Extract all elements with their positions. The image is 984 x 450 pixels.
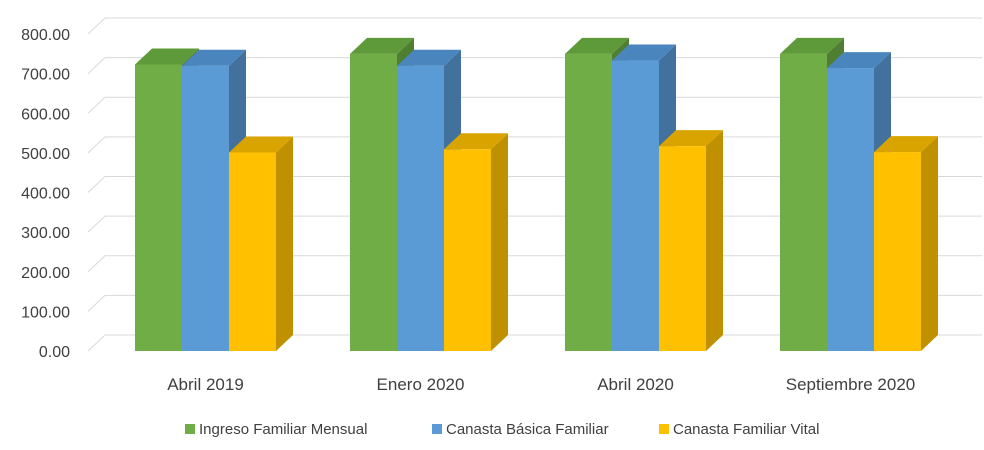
y-tick-label: 600.00 <box>21 106 70 123</box>
gridline <box>87 17 982 35</box>
legend-swatch <box>432 424 442 434</box>
bar <box>659 130 723 351</box>
y-tick-label: 500.00 <box>21 146 70 163</box>
bar-front <box>397 65 444 351</box>
bar-front <box>827 68 874 351</box>
bar-top <box>565 37 629 54</box>
bar-top <box>397 49 461 66</box>
y-tick-label: 200.00 <box>21 265 70 282</box>
legend-label: Canasta Básica Familiar <box>446 421 609 438</box>
x-axis-ticks: Abril 2019 Enero 2020 Abril 2020 Septiembre… <box>167 375 915 394</box>
bar-front <box>182 65 229 351</box>
legend-item: Canasta Familiar Vital <box>659 421 819 438</box>
gridline <box>87 57 982 74</box>
bar-top <box>350 37 414 54</box>
legend-item: Canasta Básica Familiar <box>432 421 609 438</box>
legend-label: Canasta Familiar Vital <box>673 421 819 438</box>
bar-front <box>444 149 491 351</box>
x-tick-label: Enero 2020 <box>377 375 465 394</box>
bar-side <box>921 136 938 351</box>
legend-label: Ingreso Familiar Mensual <box>199 421 367 438</box>
x-tick-label: Abril 2020 <box>597 375 674 394</box>
bar <box>874 136 938 351</box>
y-tick-label: 100.00 <box>21 304 70 321</box>
gridlines <box>87 17 982 352</box>
bar-front <box>659 146 706 351</box>
y-tick-label: 700.00 <box>21 67 70 84</box>
bar-front <box>135 64 182 351</box>
x-tick-label: Abril 2019 <box>167 375 244 394</box>
bar-front <box>229 152 276 351</box>
legend-swatch <box>659 424 669 434</box>
bar-top <box>659 130 723 147</box>
bar-top <box>444 133 508 150</box>
legend-swatch <box>185 424 195 434</box>
y-tick-label: 800.00 <box>21 27 70 44</box>
bar-side <box>706 130 723 351</box>
bar-top <box>780 37 844 54</box>
legend: Ingreso Familiar Mensual Canasta Básica F… <box>185 421 819 438</box>
x-tick-label: Septiembre 2020 <box>786 375 915 394</box>
bar-front <box>350 53 397 351</box>
gridline <box>87 96 982 114</box>
bar-side <box>491 133 508 351</box>
bar-front <box>874 152 921 351</box>
bars <box>135 37 938 352</box>
bar <box>229 136 293 351</box>
bar-side <box>276 136 293 351</box>
bar-front <box>565 53 612 351</box>
bar-front <box>780 53 827 351</box>
bar <box>444 133 508 351</box>
bar-top <box>874 136 938 153</box>
legend-item: Ingreso Familiar Mensual <box>185 421 367 438</box>
bar-top <box>135 48 199 65</box>
y-tick-label: 300.00 <box>21 225 70 242</box>
bar-top <box>182 49 246 66</box>
bar-top <box>827 52 891 69</box>
y-tick-label: 0.00 <box>39 344 70 361</box>
y-axis-ticks: 0.00 100.00 200.00 300.00 400.00 500.00 600.00… <box>21 27 70 361</box>
bar-top <box>229 136 293 153</box>
y-tick-label: 400.00 <box>21 186 70 203</box>
bar-top <box>612 44 676 61</box>
bar-front <box>612 60 659 352</box>
